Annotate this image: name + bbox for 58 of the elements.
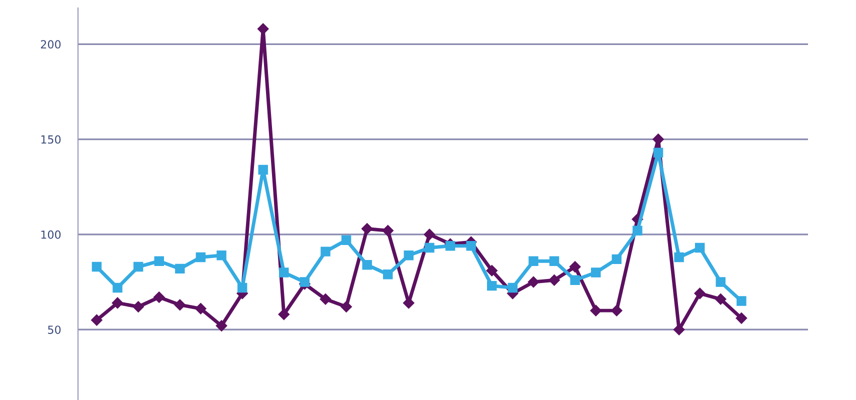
point bbox=[736, 312, 748, 324]
point bbox=[279, 268, 289, 278]
point bbox=[383, 270, 393, 280]
point bbox=[424, 242, 434, 253]
point bbox=[549, 256, 560, 266]
point bbox=[258, 164, 268, 175]
point bbox=[237, 282, 248, 293]
point bbox=[611, 304, 622, 316]
point bbox=[112, 282, 122, 293]
point bbox=[569, 261, 581, 272]
point bbox=[132, 301, 144, 312]
point bbox=[196, 252, 206, 262]
point bbox=[715, 294, 726, 305]
point bbox=[320, 294, 332, 305]
point bbox=[653, 148, 664, 158]
point bbox=[362, 260, 372, 270]
y-tick-label: 100 bbox=[41, 230, 61, 239]
point bbox=[486, 264, 498, 276]
point bbox=[590, 304, 602, 316]
point bbox=[216, 320, 228, 332]
point bbox=[445, 241, 456, 251]
point bbox=[570, 275, 580, 285]
point bbox=[133, 262, 144, 272]
point bbox=[91, 314, 102, 326]
point bbox=[632, 226, 642, 236]
point bbox=[300, 277, 310, 287]
point bbox=[216, 250, 226, 260]
point bbox=[112, 297, 124, 309]
point bbox=[340, 301, 352, 312]
point bbox=[341, 235, 352, 246]
point bbox=[612, 254, 622, 264]
point bbox=[694, 288, 706, 300]
point bbox=[508, 282, 518, 293]
point bbox=[320, 246, 330, 256]
y-tick-label: 200 bbox=[40, 40, 61, 49]
point bbox=[382, 225, 394, 236]
point bbox=[652, 134, 664, 145]
point bbox=[716, 277, 726, 287]
point bbox=[154, 256, 164, 266]
y-tick-label: 50 bbox=[48, 326, 61, 334]
point bbox=[174, 299, 186, 310]
point bbox=[548, 274, 560, 286]
point bbox=[404, 250, 414, 260]
point bbox=[674, 252, 684, 262]
point bbox=[487, 280, 497, 291]
point bbox=[154, 292, 165, 303]
point bbox=[694, 242, 705, 253]
point bbox=[175, 264, 185, 274]
point bbox=[736, 296, 746, 306]
point bbox=[195, 303, 206, 314]
point bbox=[466, 241, 476, 251]
point bbox=[528, 276, 540, 288]
point bbox=[591, 268, 601, 278]
point bbox=[92, 262, 102, 272]
point bbox=[361, 223, 373, 234]
point bbox=[424, 228, 436, 240]
point bbox=[528, 256, 538, 266]
y-tick-label: 150 bbox=[41, 135, 61, 144]
